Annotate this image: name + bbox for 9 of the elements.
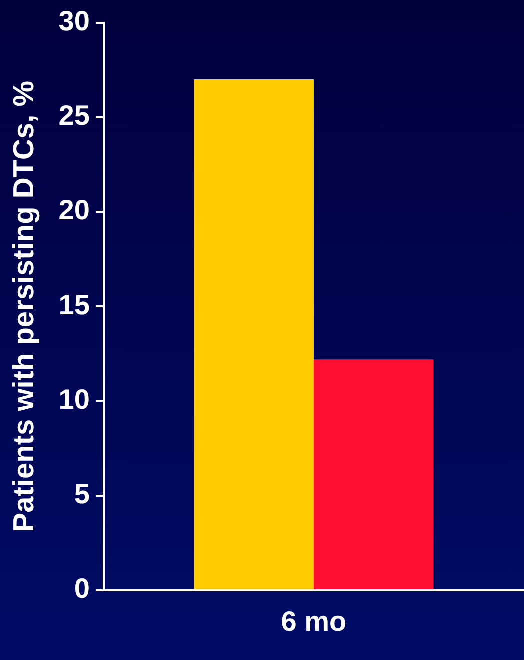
y-tick-label: 15: [58, 289, 90, 320]
x-tick-label: 6 mo: [281, 606, 347, 637]
y-tick-label: 30: [58, 6, 90, 37]
y-axis-title: Patients with persisting DTCs, %: [8, 80, 40, 532]
y-tick-label: 10: [58, 384, 90, 415]
y-tick-label: 0: [74, 573, 90, 604]
y-tick-label: 5: [74, 478, 90, 510]
y-tick-label: 20: [58, 194, 90, 226]
y-tick-label: 25: [58, 100, 90, 132]
